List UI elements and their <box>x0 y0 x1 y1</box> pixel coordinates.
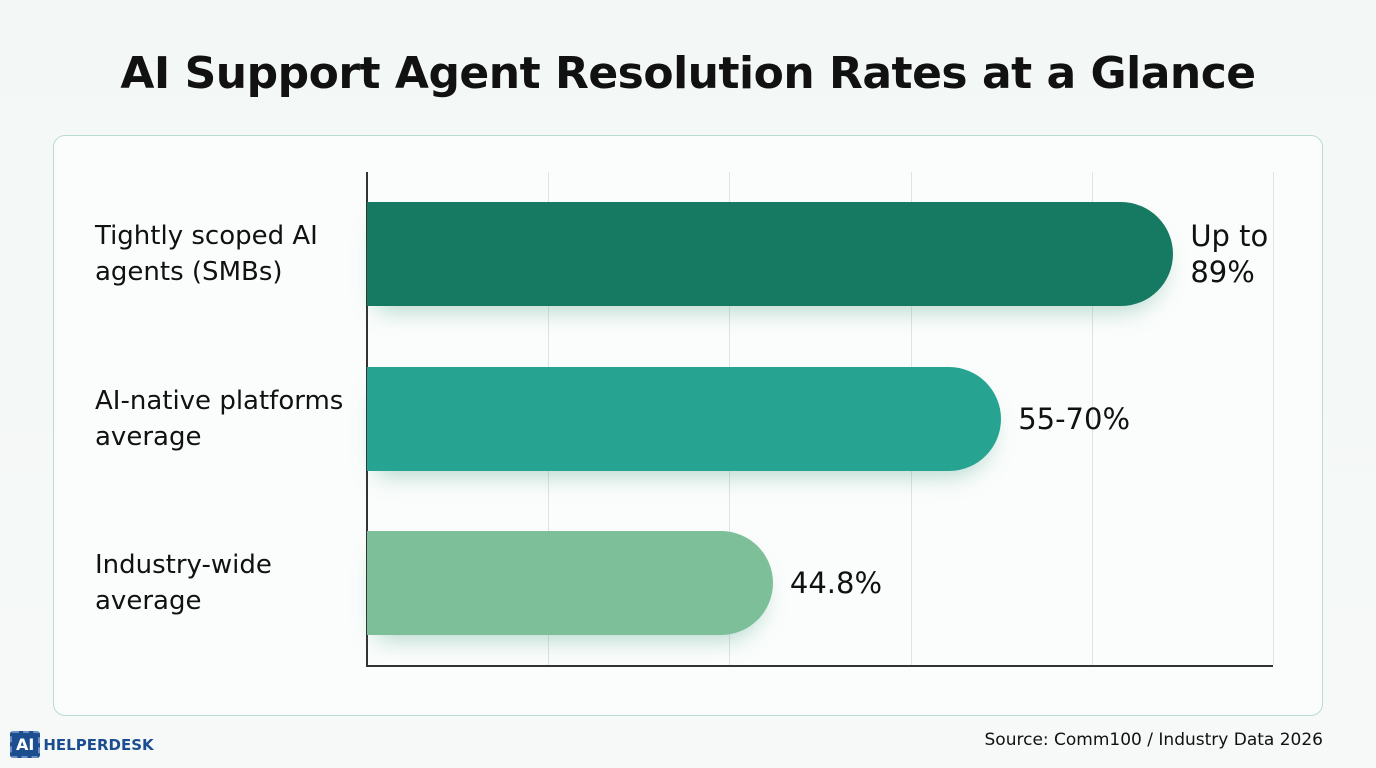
logo-text: HELPERDESK <box>43 735 154 754</box>
bar <box>367 202 1174 307</box>
value-label: 44.8% <box>789 565 883 600</box>
category-label: Tightly scoped AI agents (SMBs) <box>95 221 318 288</box>
y-axis <box>366 172 368 665</box>
bar <box>367 530 773 635</box>
bar <box>367 366 1002 471</box>
source-note: Source: Comm100 / Industry Data 2026 <box>984 730 1323 750</box>
x-axis <box>366 665 1273 667</box>
grid-line <box>1273 172 1274 665</box>
logo-mark: AI <box>10 731 41 758</box>
value-label: 55-70% <box>1018 401 1131 436</box>
grid-line <box>1091 172 1093 665</box>
logo: AI HELPERDESK <box>10 731 154 758</box>
value-label: Up to 89% <box>1190 219 1269 290</box>
category-label: AI-native platforms average <box>95 385 344 452</box>
category-label: Industry-wide average <box>95 549 272 616</box>
chart-title: AI Support Agent Resolution Rates at a G… <box>120 48 1256 99</box>
